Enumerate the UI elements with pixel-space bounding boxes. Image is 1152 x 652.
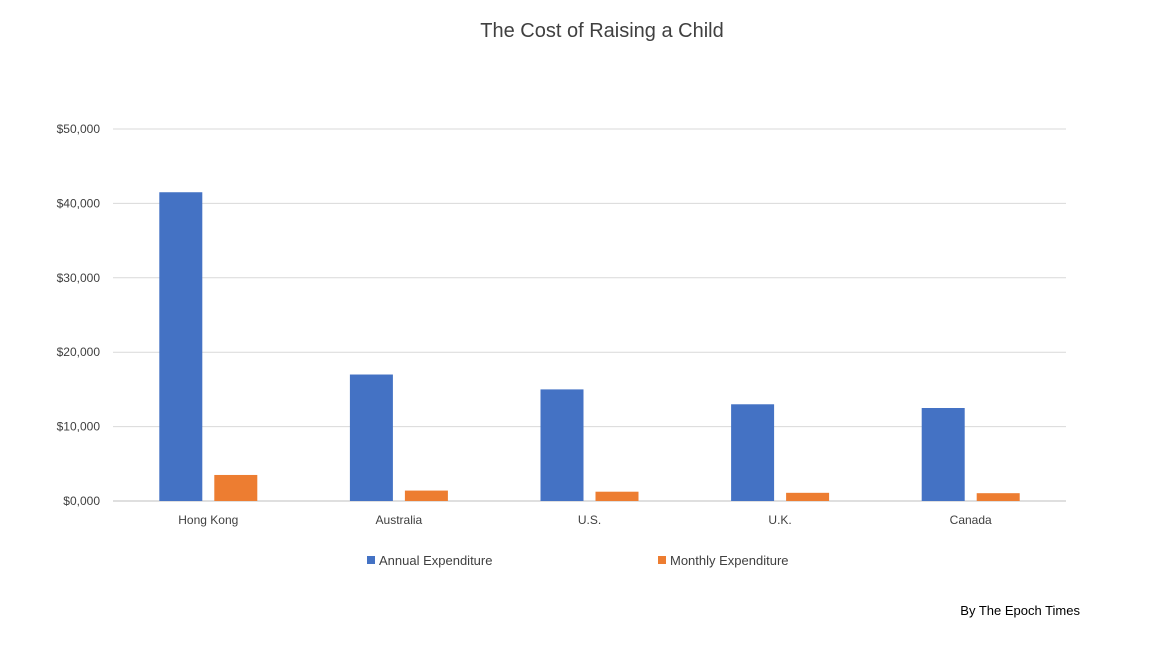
y-tick-label: $30,000	[57, 271, 101, 285]
bar-monthly-2	[595, 491, 639, 501]
bar-monthly-3	[786, 492, 830, 501]
legend-swatch	[658, 556, 666, 564]
legend-item: Monthly Expenditure	[658, 553, 789, 568]
legend-item: Annual Expenditure	[367, 553, 492, 568]
y-tick-label: $0,000	[63, 494, 100, 508]
chart-title: The Cost of Raising a Child	[480, 20, 723, 42]
y-tick-label: $40,000	[57, 196, 101, 210]
x-tick-label: Australia	[376, 513, 423, 527]
y-axis: $0,000 $10,000 $20,000 $30,000 $40,000 $50,00…	[57, 122, 101, 508]
legend-label: Annual Expenditure	[379, 553, 492, 568]
x-tick-label: Canada	[950, 513, 992, 527]
legend-swatch	[367, 556, 375, 564]
legend: Annual Expenditure Monthly Expenditure	[367, 553, 789, 568]
bar-monthly-1	[404, 490, 448, 501]
bar-monthly-4	[976, 493, 1020, 501]
y-tick-label: $50,000	[57, 122, 101, 136]
bars	[159, 192, 1020, 502]
x-tick-label: U.S.	[578, 513, 601, 527]
legend-label: Monthly Expenditure	[670, 553, 789, 568]
gridlines	[113, 128, 1066, 502]
x-axis: Hong Kong Australia U.S. U.K. Canada	[178, 513, 992, 527]
source-credit: By The Epoch Times	[960, 603, 1080, 618]
bar-annual-1	[349, 374, 393, 501]
x-tick-label: U.K.	[768, 513, 791, 527]
bar-annual-2	[540, 389, 584, 501]
bar-annual-4	[921, 408, 965, 501]
x-tick-label: Hong Kong	[178, 513, 238, 527]
y-tick-label: $20,000	[57, 345, 101, 359]
bar-annual-3	[731, 404, 775, 501]
bar-monthly-0	[214, 474, 258, 501]
y-tick-label: $10,000	[57, 420, 101, 434]
bar-annual-0	[159, 192, 203, 502]
